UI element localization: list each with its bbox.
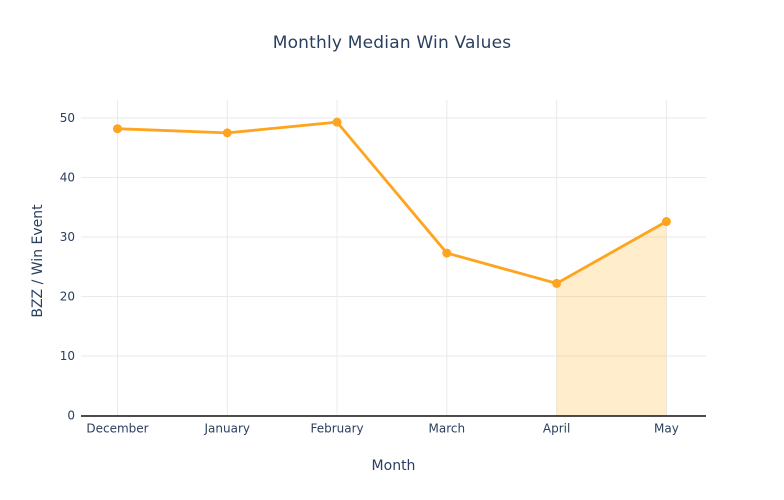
data-point[interactable] bbox=[442, 248, 452, 258]
data-point[interactable] bbox=[332, 117, 342, 127]
x-axis-title: Month bbox=[371, 458, 416, 474]
x-tick-label: March bbox=[429, 422, 466, 436]
data-point[interactable] bbox=[552, 278, 562, 288]
data-point[interactable] bbox=[222, 128, 232, 138]
y-tick-label: 0 bbox=[67, 409, 75, 423]
y-tick-label: 30 bbox=[60, 230, 75, 244]
y-tick-label: 10 bbox=[60, 349, 75, 363]
data-point[interactable] bbox=[661, 217, 671, 227]
data-line bbox=[116, 120, 668, 285]
x-tick-label: February bbox=[310, 422, 363, 436]
x-tick-label: January bbox=[204, 422, 251, 436]
x-tick-label: May bbox=[654, 422, 679, 436]
y-tick-label: 20 bbox=[60, 290, 75, 304]
highlight-region bbox=[556, 221, 667, 416]
chart-title: Monthly Median Win Values bbox=[272, 33, 512, 53]
data-point[interactable] bbox=[113, 124, 122, 134]
x-tick-label: December bbox=[86, 422, 148, 436]
y-tick-label: 40 bbox=[60, 171, 75, 185]
y-tick-label: 50 bbox=[60, 111, 75, 125]
x-tick-label: April bbox=[543, 422, 570, 436]
